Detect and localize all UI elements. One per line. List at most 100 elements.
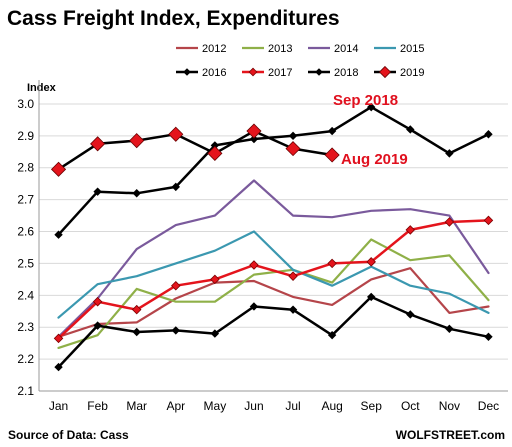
data-point-2017 [288,271,298,281]
data-point-2016 [445,324,454,334]
legend-item-2015: 2015 [374,43,424,55]
legend-item-2019: 2019 [374,65,424,79]
legend-item-2018: 2018 [308,67,358,79]
series-line-2016 [57,295,490,369]
y-tick-label: 2.8 [17,161,34,175]
legend-label: 2013 [268,43,292,55]
legend-label: 2015 [400,43,424,55]
x-tick-label: Aug [321,399,342,413]
data-point-2018 [327,126,337,136]
data-point-2019 [285,141,301,157]
y-tick-label: 2.5 [17,256,34,270]
legend-item-2012: 2012 [176,43,226,55]
series-lines [50,102,494,372]
data-point-2016 [249,302,259,311]
annotation-aug-2019: Aug 2019 [341,151,408,168]
legend-marker [378,65,392,79]
data-point-2017 [483,215,494,226]
series-2014 [57,179,490,338]
data-point-2017 [249,260,259,270]
data-point-2019 [324,147,340,163]
y-tick-label: 2.6 [17,225,34,239]
data-point-2017 [131,304,142,315]
y-tick-label: 2.7 [17,193,34,207]
data-point-2016 [171,326,180,335]
x-tick-label: Jul [285,399,300,413]
series-2013 [57,238,490,349]
source-text: Source of Data: Cass [8,428,129,442]
x-tick-label: Sep [361,399,383,413]
data-point-2017 [405,225,416,235]
series-line-2013 [57,238,490,349]
data-point-2016 [327,330,337,340]
legend-marker [248,67,258,77]
data-point-2018 [367,102,376,112]
data-point-2016 [288,305,298,314]
data-point-2019 [90,136,106,152]
x-axis-ticks: Jan Feb Mar Apr May Jun Jul Aug Sep Oct Nov Dec [49,399,499,413]
legend-item-2013: 2013 [242,43,292,55]
data-point-2018 [171,182,180,192]
series-line-2018 [57,105,490,236]
legend-item-2016: 2016 [176,67,226,79]
x-tick-label: May [204,399,227,413]
data-point-2018 [484,130,493,139]
series-2016 [54,292,493,372]
chart-title: Cass Freight Index, Expenditures [7,7,340,30]
data-point-2017 [53,333,64,344]
axes [38,80,508,392]
series-2018 [54,102,493,239]
x-tick-label: Dec [478,399,499,413]
watermark-wolfstreet: WOLFSTREET.com [396,428,505,442]
legend-label: 2018 [334,67,358,79]
data-point-2019 [50,161,67,177]
data-point-2016 [367,292,376,302]
grid-lines [39,103,508,392]
x-tick-label: Apr [166,399,185,413]
legend-label: 2016 [202,67,226,79]
data-point-2018 [93,187,102,196]
data-point-2019 [246,123,262,139]
data-point-2017 [210,274,220,285]
data-point-2017 [444,217,455,227]
y-axis-label: Index [27,82,57,94]
data-point-2017 [327,258,337,269]
y-tick-label: 2.3 [17,320,34,334]
series-line-2017 [57,219,490,340]
data-point-2017 [92,296,103,307]
data-point-2019 [168,126,184,142]
x-tick-label: Mar [126,399,147,413]
x-tick-label: Jan [49,399,68,413]
legend-marker [183,68,191,76]
series-line-2014 [57,179,490,338]
x-tick-label: Nov [439,399,460,413]
y-tick-label: 2.2 [17,352,34,366]
legend-item-2017: 2017 [242,67,292,79]
series-2012 [57,267,490,338]
data-point-2018 [249,134,259,144]
y-tick-label: 2.1 [17,384,34,398]
data-point-2017 [171,280,181,291]
data-point-2019 [129,133,145,149]
x-tick-label: Oct [401,399,420,413]
legend-label: 2019 [400,67,424,79]
data-point-2016 [132,327,141,337]
data-point-2016 [406,310,415,319]
y-tick-label: 2.4 [17,288,34,302]
legend-item-2014: 2014 [308,43,358,55]
series-2017 [53,215,494,344]
data-point-2017 [366,257,376,267]
series-2019 [50,123,340,177]
x-tick-label: Feb [87,399,108,413]
legend-marker [315,68,323,76]
data-point-2018 [54,230,63,239]
data-point-2016 [54,362,63,372]
data-point-2018 [445,149,454,158]
y-tick-label: 2.9 [17,129,34,143]
legend-label: 2017 [268,67,292,79]
y-tick-label: 3.0 [17,97,34,111]
x-tick-label: Jun [244,399,263,413]
data-point-2016 [484,332,493,341]
data-point-2018 [406,125,415,134]
